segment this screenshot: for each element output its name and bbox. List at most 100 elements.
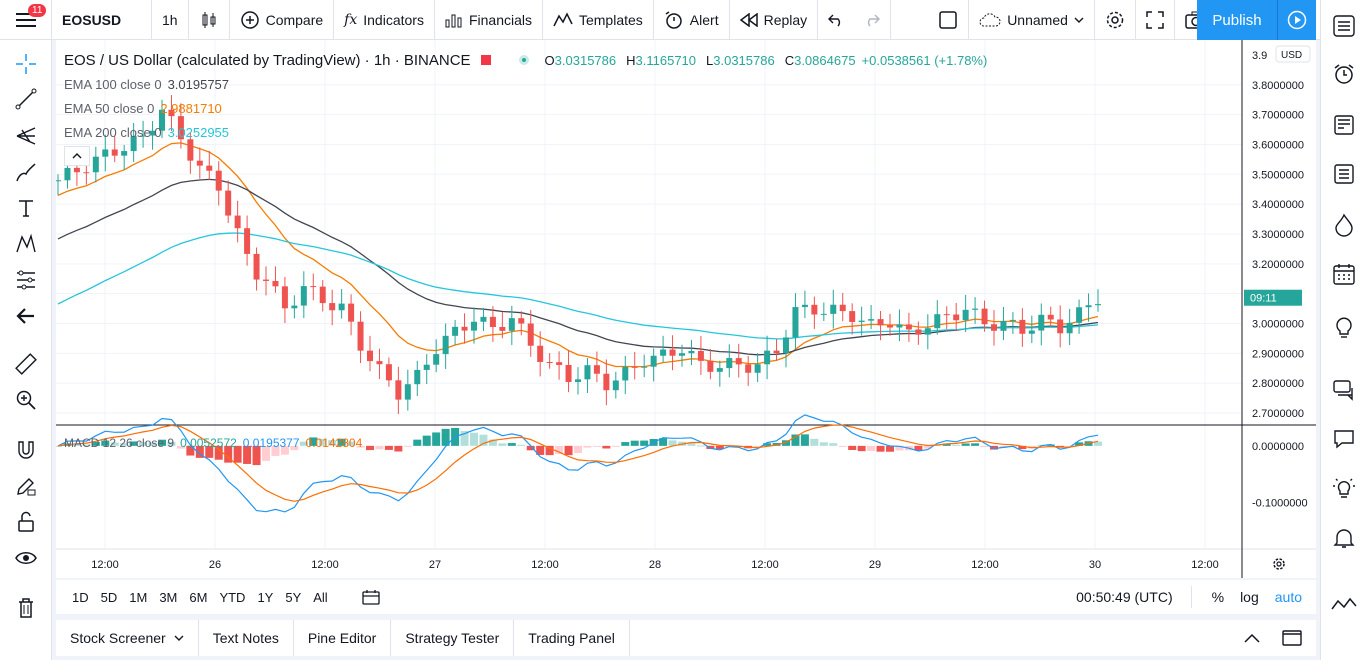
flag-icon[interactable]: [480, 55, 491, 65]
streams-button[interactable]: [1330, 376, 1358, 404]
play-button[interactable]: [1277, 0, 1316, 40]
remove-drawings-tool[interactable]: [12, 594, 40, 622]
candle-body: [489, 316, 496, 328]
collapse-right-panel-button[interactable]: [1330, 590, 1358, 618]
maximize-panel-icon[interactable]: [1282, 630, 1302, 646]
time-tick-label: 26: [209, 559, 221, 571]
range-3m[interactable]: 3M: [159, 589, 178, 605]
chart-canvas[interactable]: 3.9 3.8000000 3.7000000 3.6000000 3.5000000 3…: [54, 40, 1316, 578]
macd-histogram-bar: [328, 440, 337, 446]
indicators-button[interactable]: fx Indicators: [334, 0, 435, 40]
templates-button[interactable]: Templates: [543, 0, 654, 40]
utc-clock[interactable]: 00:50:49 (UTC): [1076, 589, 1173, 605]
alerts-button[interactable]: [1330, 60, 1358, 88]
list-icon: [1333, 15, 1355, 37]
layout-select-button[interactable]: [929, 0, 970, 40]
goto-date-button[interactable]: [362, 589, 380, 605]
macd-histogram-bar: [1094, 441, 1102, 446]
pattern-tool[interactable]: [12, 230, 40, 258]
lock-drawings-tool[interactable]: [12, 508, 40, 536]
candle-body: [291, 305, 298, 309]
tab-trading-panel[interactable]: Trading Panel: [514, 620, 630, 656]
price-tick-label: 3.7000000: [1252, 110, 1304, 122]
ema200-legend[interactable]: EMA 200 close 0 3.0252955: [64, 120, 987, 144]
candle-body: [234, 215, 241, 229]
chart-area[interactable]: 3.9 3.8000000 3.7000000 3.6000000 3.5000000 3…: [54, 40, 1316, 578]
alert-button[interactable]: Alert: [654, 0, 730, 40]
range-1m[interactable]: 1M: [129, 589, 148, 605]
notifications-button[interactable]: [1330, 524, 1358, 552]
macd-histogram-bar: [1018, 445, 1027, 450]
calendar-button[interactable]: [1330, 260, 1358, 288]
redo-button[interactable]: [854, 0, 892, 40]
candle-body: [452, 326, 459, 336]
data-window-button[interactable]: [1330, 160, 1358, 188]
fib-tool[interactable]: [12, 122, 40, 150]
candle-body: [111, 149, 118, 156]
fullscreen-button[interactable]: [1136, 0, 1175, 40]
hotlists-button[interactable]: [1330, 211, 1358, 239]
macd-histogram-bar: [867, 445, 876, 451]
hide-toolbar-button[interactable]: [12, 302, 40, 330]
macd-signal-value: 0.0142804: [305, 436, 363, 450]
macd-histogram-bar: [687, 442, 696, 446]
candle-body: [310, 286, 317, 288]
settings-button[interactable]: [1095, 0, 1136, 40]
tab-strategy-tester[interactable]: Strategy Tester: [391, 620, 515, 656]
help-button[interactable]: [1330, 474, 1358, 502]
tab-text-notes[interactable]: Text Notes: [199, 620, 294, 656]
percent-toggle[interactable]: %: [1211, 589, 1225, 605]
tab-pine-editor[interactable]: Pine Editor: [294, 620, 392, 656]
hide-drawings-tool[interactable]: [12, 544, 40, 572]
candle-body: [215, 170, 222, 191]
measure-tool[interactable]: [12, 350, 40, 378]
tab-stock-screener[interactable]: Stock Screener: [56, 620, 199, 656]
financials-button[interactable]: Financials: [435, 0, 543, 40]
range-6m[interactable]: 6M: [189, 589, 208, 605]
expand-panel-icon[interactable]: [1244, 633, 1260, 643]
candle-body: [414, 369, 421, 385]
macd-legend[interactable]: MACD 12 26 close 9 0.0052572 0.0195377 0…: [64, 436, 362, 450]
magnet-tool[interactable]: [12, 436, 40, 464]
publish-button[interactable]: Publish: [1197, 0, 1277, 40]
compare-button[interactable]: Compare: [230, 0, 335, 40]
range-ytd[interactable]: YTD: [219, 589, 246, 605]
symbol-title[interactable]: EOS / US Dollar (calculated by TradingVi…: [64, 51, 471, 69]
stay-drawing-tool[interactable]: [12, 472, 40, 500]
main-menu-button[interactable]: 11: [0, 0, 52, 40]
ema200-value: 3.0252955: [167, 124, 230, 140]
brush-tool[interactable]: [12, 158, 40, 186]
undo-button[interactable]: [818, 0, 854, 40]
ema100-legend[interactable]: EMA 100 close 0 3.0195757: [64, 72, 987, 96]
candle-body: [953, 314, 960, 321]
chart-settings-icon[interactable]: [1273, 558, 1285, 570]
crosshair-tool[interactable]: [12, 50, 40, 78]
replay-button[interactable]: Replay: [730, 0, 819, 40]
pitchfork-icon: [16, 127, 36, 145]
candle-body: [556, 362, 563, 365]
auto-toggle[interactable]: auto: [1274, 589, 1302, 605]
prediction-tool[interactable]: [12, 266, 40, 294]
trendline-tool[interactable]: [12, 85, 40, 113]
range-1y[interactable]: 1Y: [257, 589, 274, 605]
chats-button[interactable]: [1330, 425, 1358, 453]
symbol-search[interactable]: EOSUSD: [52, 0, 152, 40]
ideas-button[interactable]: [1330, 313, 1358, 341]
range-1d[interactable]: 1D: [72, 589, 89, 605]
range-5y[interactable]: 5Y: [285, 589, 302, 605]
log-toggle[interactable]: log: [1240, 589, 1259, 605]
zoom-tool[interactable]: [12, 386, 40, 414]
candle-body: [792, 307, 799, 338]
news-button[interactable]: [1330, 111, 1358, 139]
layout-name-button[interactable]: Unnamed: [969, 0, 1095, 40]
ema50-legend[interactable]: EMA 50 close 0 2.9881710: [64, 96, 987, 120]
range-all[interactable]: All: [313, 589, 328, 605]
macd-histogram-bar: [980, 445, 989, 447]
text-tool[interactable]: [12, 194, 40, 222]
range-5d[interactable]: 5D: [100, 589, 118, 605]
interval-button[interactable]: 1h: [152, 0, 189, 40]
watchlist-button[interactable]: [1330, 12, 1358, 40]
candle-body: [376, 361, 383, 365]
collapse-legend-button[interactable]: [64, 146, 90, 166]
chart-style-button[interactable]: [189, 0, 230, 40]
